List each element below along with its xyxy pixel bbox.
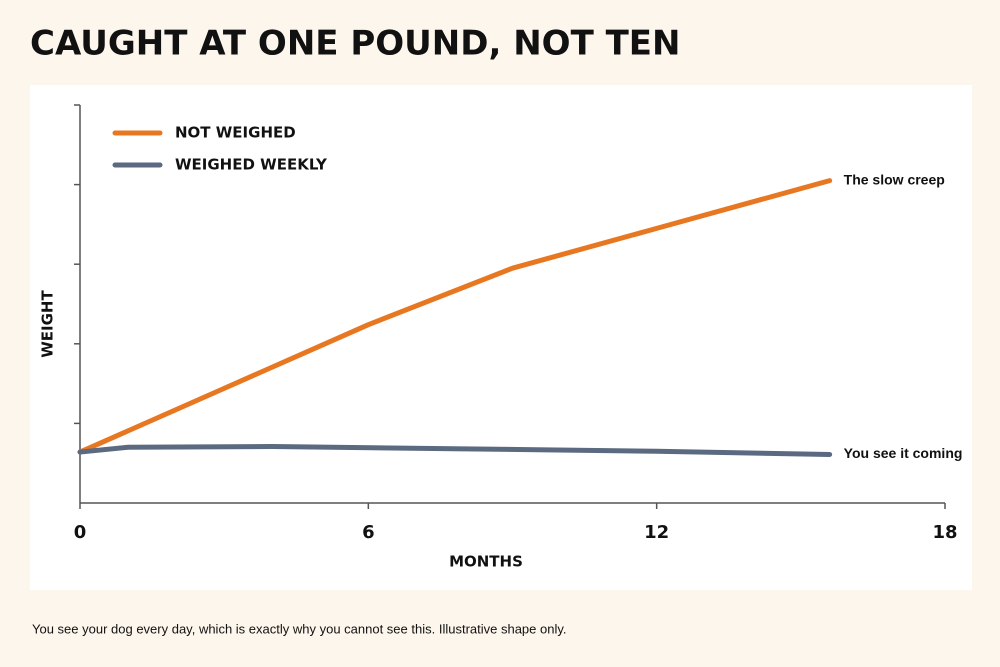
chart-title: CAUGHT AT ONE POUND, NOT TEN xyxy=(30,24,680,64)
x-tick-label: 0 xyxy=(74,522,87,543)
x-tick-label: 18 xyxy=(932,522,957,543)
plot-panel xyxy=(30,85,972,590)
series-line xyxy=(77,178,833,455)
footnote: You see your dog every day, which is exa… xyxy=(32,621,567,636)
y-axis-label: WEIGHT xyxy=(39,290,57,358)
x-axis-label: MONTHS xyxy=(449,553,523,571)
x-tick-label: 6 xyxy=(362,522,375,543)
end-label: The slow creep xyxy=(844,171,945,187)
legend-label: WEIGHED WEEKLY xyxy=(175,156,328,174)
legend-label: NOT WEIGHED xyxy=(175,124,296,142)
x-tick-label: 12 xyxy=(644,522,669,543)
end-label: You see it coming xyxy=(844,445,963,461)
series-line xyxy=(77,443,833,457)
